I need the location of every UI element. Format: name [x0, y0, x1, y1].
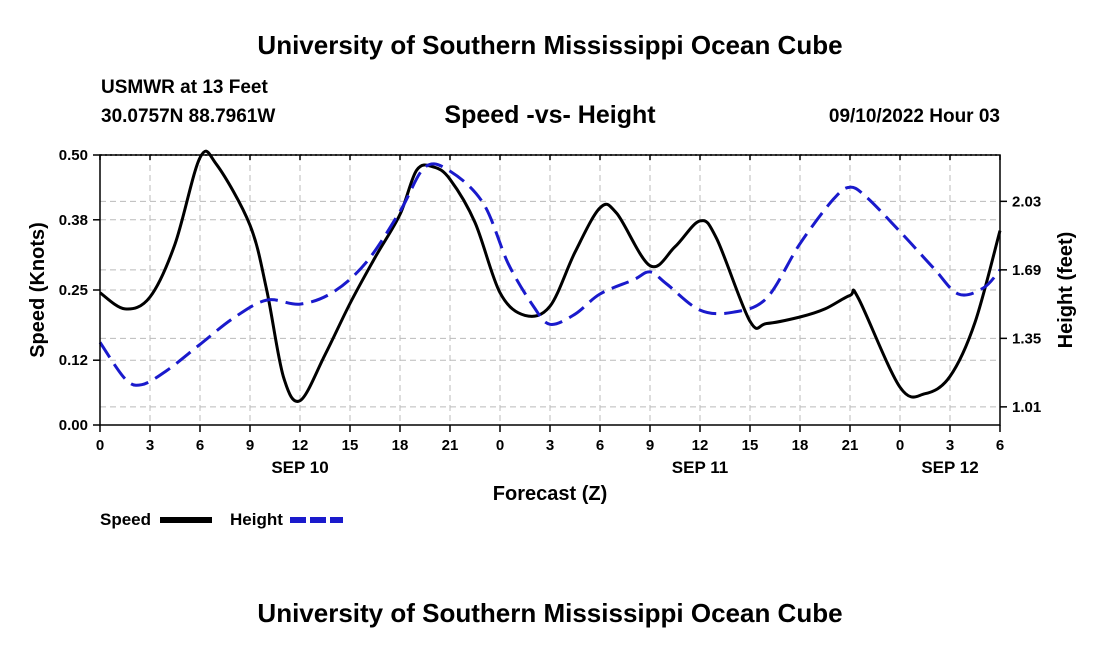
- series-line-height: [98, 162, 1002, 387]
- axes: 0 3 6 9 12 15 18 21 0 3 6 9 12 15 18 21 0 3 6 SEP 10 SEP 11 S…: [59, 147, 1041, 477]
- y2-axis-label: Height (feet): [1055, 232, 1077, 349]
- y-tick-label: 0.50: [59, 147, 88, 164]
- series-line-speed: [99, 149, 1002, 403]
- x-tick-label: 0: [496, 437, 504, 454]
- y2-tick-label: 2.03: [1012, 193, 1041, 210]
- datetime-label: 09/10/2022 Hour 03: [828, 106, 1000, 127]
- series-layer: [98, 149, 1002, 403]
- legend-height-label: Height: [230, 510, 283, 529]
- x-tick-label: 3: [946, 437, 954, 454]
- x-tick-label: 6: [196, 437, 204, 454]
- x-tick-label: 3: [546, 437, 554, 454]
- x-tick-label: 15: [742, 437, 759, 454]
- x-tick-label: 3: [146, 437, 154, 454]
- x-tick-label: 9: [646, 437, 654, 454]
- date-label: SEP 10: [271, 458, 328, 477]
- x-tick-label: 21: [442, 437, 459, 454]
- x-tick-label: 12: [292, 437, 309, 454]
- x-tick-label: 0: [896, 437, 904, 454]
- date-label: SEP 11: [672, 458, 728, 477]
- chart-subtitle: Speed -vs- Height: [444, 101, 656, 129]
- y2-tick-label: 1.01: [1012, 399, 1041, 416]
- x-tick-label: 21: [842, 437, 859, 454]
- x-tick-label: 15: [342, 437, 359, 454]
- x-tick-label: 6: [996, 437, 1004, 454]
- y-tick-label: 0.25: [59, 282, 88, 299]
- grid: [100, 155, 1000, 425]
- x-tick-label: 6: [596, 437, 604, 454]
- y-tick-label: 0.12: [59, 352, 88, 369]
- station-label: USMWR at 13 Feet: [101, 77, 268, 98]
- y2-tick-label: 1.35: [1012, 330, 1041, 347]
- coordinates-label: 30.0757N 88.7961W: [101, 106, 276, 127]
- x-tick-label: 12: [692, 437, 709, 454]
- y2-tick-label: 1.69: [1012, 262, 1041, 279]
- y-axis-label: Speed (Knots): [27, 222, 49, 358]
- x-tick-label: 0: [96, 437, 104, 454]
- footer-title: University of Southern Mississippi Ocean…: [257, 598, 843, 628]
- date-label: SEP 12: [921, 458, 978, 477]
- y-tick-label: 0.38: [59, 212, 88, 229]
- legend-speed-label: Speed: [100, 510, 151, 529]
- x-tick-label: 18: [392, 437, 409, 454]
- chart-main-title: University of Southern Mississippi Ocean…: [257, 30, 843, 60]
- legend: Speed Height: [100, 510, 343, 529]
- x-tick-label: 9: [246, 437, 254, 454]
- x-tick-label: 18: [792, 437, 809, 454]
- x-axis-label: Forecast (Z): [493, 483, 607, 505]
- y-tick-label: 0.00: [59, 417, 88, 434]
